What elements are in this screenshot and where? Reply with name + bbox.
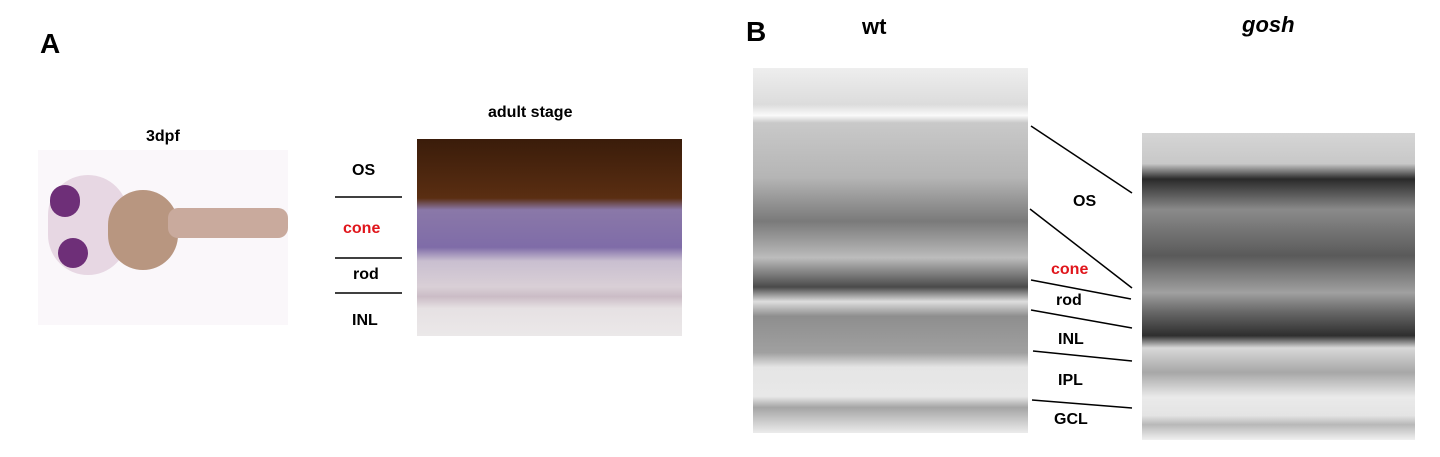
wt-retina-image	[753, 68, 1028, 433]
layer-rod-a: rod	[353, 266, 379, 283]
layer-rod-b: rod	[1056, 292, 1082, 309]
larva-label: 3dpf	[146, 128, 180, 145]
boundary-line	[1029, 208, 1133, 289]
panel-b-letter: B	[746, 16, 767, 47]
boundary-line	[1030, 309, 1133, 329]
layer-os-b: OS	[1073, 193, 1097, 210]
wt-label: wt	[862, 14, 887, 39]
boundary-line	[1031, 399, 1133, 409]
layer-inl-b: INL	[1058, 331, 1084, 348]
mutant-label: gosh	[1242, 12, 1295, 37]
layer-gcl-b: GCL	[1054, 411, 1088, 428]
layer-cone-b: cone	[1051, 261, 1089, 278]
layer-ipl-b: IPL	[1058, 372, 1083, 389]
layer-cone-a: cone	[343, 220, 381, 237]
adult-label: adult stage	[488, 104, 573, 121]
boundary-line	[1032, 350, 1133, 362]
layer-inl-a: INL	[352, 312, 378, 329]
gosh-retina-image	[1142, 133, 1415, 440]
layer-os-a: OS	[352, 162, 376, 179]
boundary-line	[1030, 279, 1132, 300]
boundary-line	[1030, 125, 1133, 194]
larva-image	[38, 150, 288, 325]
panel-a-letter: A	[40, 28, 61, 59]
adult-retina-image	[417, 139, 682, 336]
